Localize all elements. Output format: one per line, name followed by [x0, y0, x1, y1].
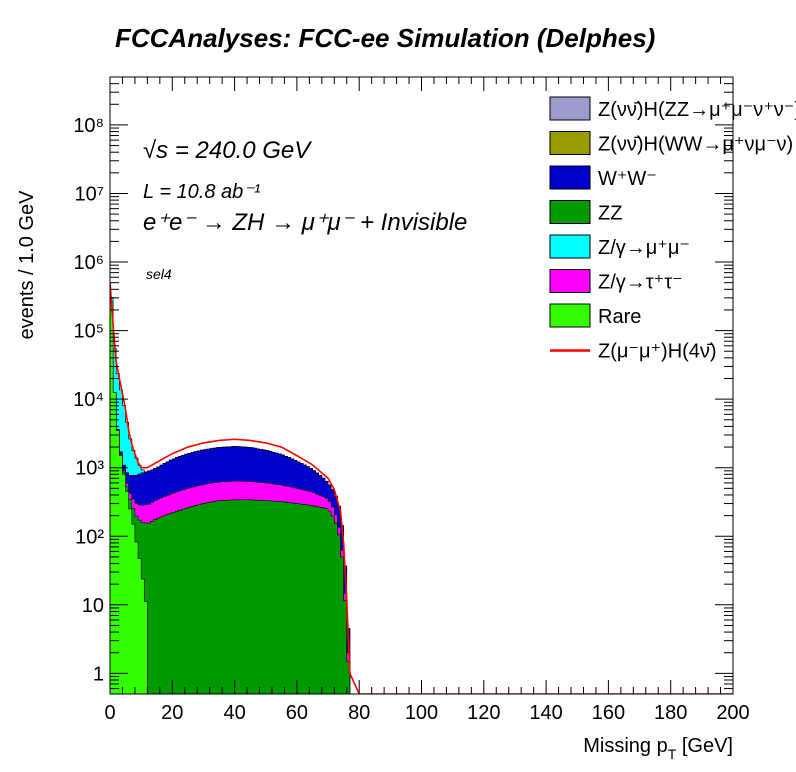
- x-tick-label: 120: [467, 702, 500, 724]
- legend-label-zz: ZZ: [598, 203, 622, 225]
- legend-swatch-zz: [549, 200, 591, 224]
- legend-swatch-z: [549, 269, 591, 293]
- x-axis-title: Missing pT [GeV]: [583, 735, 733, 762]
- x-tick-label: 100: [405, 702, 438, 724]
- legend-swatch-z: [549, 234, 591, 259]
- x-tick-label: 160: [592, 702, 625, 724]
- annotation-process: e⁺e⁻ → ZH → μ⁺μ⁻ + Invisible: [143, 209, 467, 236]
- chart-title: FCCAnalyses: FCC-ee Simulation (Delphes): [115, 23, 655, 53]
- y-tick-label: 10: [82, 595, 104, 617]
- plot-area: [110, 282, 733, 694]
- legend-label-z-h-zz: Z(νν̄)H(ZZ→μ⁺μ⁻ν⁺ν⁻): [598, 99, 796, 121]
- x-tick-label: 20: [161, 702, 183, 724]
- legend-swatch-z-h-zz: [549, 96, 591, 121]
- annotation-selection: sel4: [146, 266, 172, 282]
- y-tick-label: 10⁸: [73, 115, 104, 137]
- legend-swatch-w-w: [549, 165, 591, 190]
- annotation-sqrt-s: √s = 240.0 GeV: [143, 137, 312, 164]
- x-tick-label: 180: [654, 702, 687, 724]
- legend-label-z-h-4: Z(μ⁻μ⁺)H(4ν̄): [598, 341, 717, 363]
- area-rare: [110, 301, 360, 694]
- x-tick-label: 80: [348, 702, 370, 724]
- y-axis-title: events / 1.0 GeV: [16, 190, 38, 340]
- x-axis: 0 20 40 60 80 100 120 140 160 180 200: [104, 77, 750, 724]
- legend-swatch-rare: [549, 303, 591, 328]
- y-tick-label: 10²: [75, 526, 104, 548]
- legend: Z(νν̄)H(ZZ→μ⁺μ⁻ν⁺ν⁻) Z(νν̄)H(WW→μ⁺νμ⁻ν) W⁺…: [549, 96, 796, 363]
- x-tick-label: 140: [529, 702, 562, 724]
- y-tick-label: 10⁴: [73, 389, 104, 411]
- x-tick-label: 200: [716, 702, 749, 724]
- x-tick-label: 60: [286, 702, 308, 724]
- legend-label-z: Z/γ→μ⁺μ⁻: [598, 237, 690, 259]
- legend-label-z: Z/γ→τ⁺τ⁻: [598, 272, 683, 294]
- y-tick-label: 10⁶: [74, 252, 104, 274]
- y-axis: 1 10 10² 10³ 10⁴ 10⁵ 10⁶ 10⁷ 10⁸: [73, 76, 733, 695]
- legend-swatch-z-h-ww: [549, 131, 591, 155]
- line-signal: [110, 282, 733, 694]
- y-tick-label: 1: [93, 663, 104, 685]
- area-zz: [110, 301, 360, 694]
- x-axis-title-sub: T: [668, 746, 677, 762]
- y-tick-label: 10⁷: [75, 183, 104, 205]
- annotation-lumi: L = 10.8 ab⁻¹: [143, 181, 261, 203]
- x-axis-title-unit: [GeV]: [676, 735, 733, 757]
- x-axis-title-main: Missing p: [583, 735, 667, 757]
- legend-label-z-h-ww: Z(νν̄)H(WW→μ⁺νμ⁻ν): [598, 134, 793, 156]
- legend-label-w-w: W⁺W⁻: [598, 168, 657, 190]
- x-tick-label: 0: [104, 702, 115, 724]
- y-tick-label: 10⁵: [73, 321, 104, 343]
- y-tick-label: 10³: [75, 458, 104, 480]
- legend-label-rare: Rare: [598, 306, 641, 328]
- x-tick-label: 40: [223, 702, 245, 724]
